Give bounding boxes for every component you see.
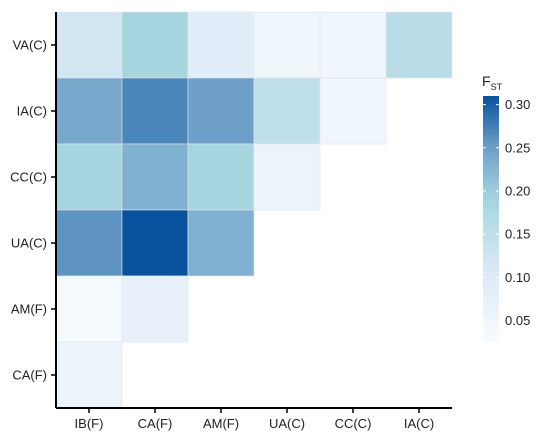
heatmap-cell (55, 143, 123, 211)
legend-tick-label: 0.05 (505, 313, 530, 328)
x-tick-label: CA(F) (138, 416, 173, 431)
x-tick-label: IA(C) (404, 416, 434, 431)
heatmap-cell (187, 143, 255, 211)
y-tick-label: AM(F) (11, 302, 47, 317)
legend-tick-label: 0.20 (505, 183, 530, 198)
legend-color-bar (483, 96, 499, 342)
y-tick-label: CC(C) (10, 170, 47, 185)
x-tick-label: UA(C) (269, 416, 305, 431)
legend-title-main: F (482, 73, 491, 89)
heatmap-cells (55, 11, 453, 409)
heatmap-cell (319, 77, 387, 145)
heatmap-cell (121, 77, 189, 145)
heatmap-cell (187, 11, 255, 79)
axes (55, 12, 452, 409)
heatmap-cell (187, 77, 255, 145)
y-tick-label: VA(C) (13, 38, 47, 53)
legend: FST 0.05 0.10 0.15 0.20 0.25 0.30 (482, 73, 530, 342)
heatmap-cell (187, 209, 255, 277)
heatmap-cell (121, 209, 189, 277)
heatmap-cell (55, 275, 123, 343)
x-axis-ticks: IB(F) CA(F) AM(F) UA(C) CC(C) IA(C) (75, 408, 434, 431)
y-axis-ticks: VA(C) IA(C) CC(C) UA(C) AM(F) CA(F) (10, 38, 56, 383)
x-tick-label: IB(F) (75, 416, 104, 431)
heatmap-cell (385, 11, 453, 79)
legend-tick-label: 0.10 (505, 270, 530, 285)
y-tick-label: CA(F) (12, 368, 47, 383)
legend-tick-label: 0.25 (505, 140, 530, 155)
y-tick-label: UA(C) (11, 236, 47, 251)
heatmap-cell (55, 209, 123, 277)
heatmap-cell (319, 11, 387, 79)
heatmap-cell (55, 341, 123, 409)
heatmap-cell (253, 11, 321, 79)
heatmap-cell (121, 275, 189, 343)
heatmap-cell (55, 11, 123, 79)
legend-title: FST (482, 73, 503, 92)
x-tick-label: AM(F) (203, 416, 239, 431)
y-tick-label: IA(C) (17, 104, 47, 119)
legend-tick-label: 0.30 (505, 97, 530, 112)
x-tick-label: CC(C) (335, 416, 372, 431)
heatmap-cell (121, 11, 189, 79)
legend-title-sub: ST (491, 82, 503, 92)
legend-ticks: 0.05 0.10 0.15 0.20 0.25 0.30 (483, 97, 530, 328)
heatmap-cell (55, 77, 123, 145)
heatmap-cell (253, 77, 321, 145)
heatmap-cell (121, 143, 189, 211)
legend-tick-label: 0.15 (505, 227, 530, 242)
heatmap-cell (253, 143, 321, 211)
